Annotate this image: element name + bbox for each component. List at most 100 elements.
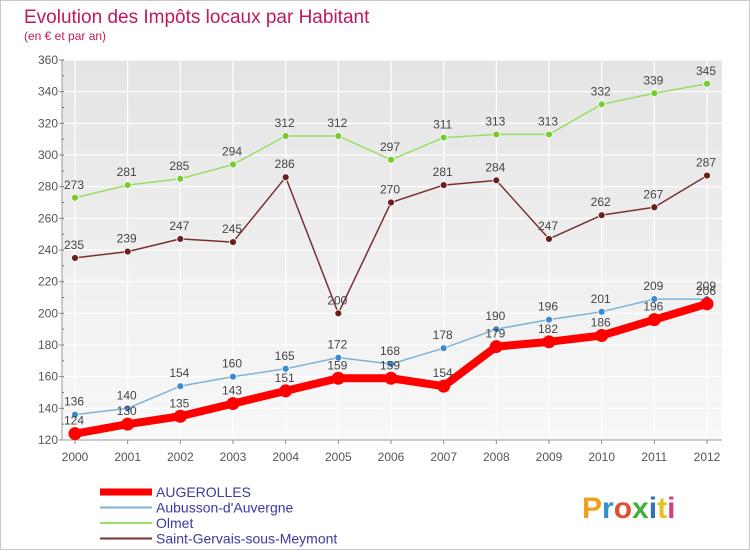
data-point [229,160,237,169]
data-point [439,133,448,142]
x-tick-label: 2006 [378,450,405,464]
data-point [281,132,290,140]
data-label: 130 [117,404,137,418]
legend-label: Olmet [156,515,193,531]
data-label: 179 [485,327,505,341]
data-label: 143 [222,384,242,398]
data-point [176,382,185,391]
data-label: 273 [64,178,84,192]
data-label: 200 [327,293,347,307]
y-tick-label: 120 [38,433,58,447]
data-point [71,410,79,419]
y-tick-label: 140 [38,401,58,415]
data-point [650,89,659,98]
data-point [173,409,187,423]
data-label: 209 [643,279,663,293]
data-point [176,235,185,243]
data-point [650,203,659,212]
data-point [545,130,553,139]
x-tick-label: 2010 [588,450,615,464]
data-label: 201 [591,292,611,306]
y-tick-label: 340 [38,85,58,99]
data-point [545,235,553,243]
chart-title: Evolution des Impôts locaux par Habitant [24,7,370,28]
data-point [226,397,240,411]
legend-item: Olmet [100,515,193,531]
data-point [489,340,503,354]
axes: 120 140 160 180 200 220 240 260 280 300 320 340 360 2… [38,53,722,464]
data-point [279,384,293,398]
series-3 [71,171,711,318]
data-label: 294 [222,145,242,159]
x-tick-label: 2012 [694,450,721,464]
data-point [542,335,556,349]
data-point [121,417,135,431]
x-tick-label: 2008 [483,450,510,464]
data-label: 196 [643,300,663,314]
data-label: 196 [538,300,558,314]
legend-label: Saint-Gervais-sous-Meymont [156,531,337,547]
data-label: 247 [538,219,558,233]
data-point [71,254,79,262]
data-label: 285 [169,159,189,173]
data-label: 247 [169,219,189,233]
data-point [703,171,711,180]
data-point [439,181,448,189]
data-point [334,132,343,140]
data-label: 339 [643,73,663,87]
data-label: 239 [117,232,137,246]
data-label: 345 [696,64,716,78]
data-label: 287 [696,156,716,170]
data-label: 281 [117,165,137,179]
data-point [700,297,714,311]
y-tick-label: 260 [38,211,58,225]
data-label: 312 [327,116,347,130]
data-label: 245 [222,222,242,236]
data-point [545,315,553,324]
data-label: 165 [275,349,295,363]
data-point [650,295,659,303]
data-point [123,404,132,413]
x-tick-label: 2004 [272,450,299,464]
legend-item: AUGEROLLES [100,484,251,500]
data-label: 235 [64,238,84,252]
series-layer [68,79,714,441]
data-label: 332 [591,84,611,98]
series-0 [68,297,714,441]
data-point [439,344,448,353]
data-point [331,371,345,385]
data-label: 159 [380,358,400,372]
data-point [492,130,501,139]
data-label: 209 [696,279,716,293]
data-label: 270 [380,183,400,197]
legend-label: AUGEROLLES [156,484,251,500]
y-tick-label: 240 [38,243,58,257]
data-label: 313 [538,114,558,128]
data-label: 135 [169,396,189,410]
data-point [384,371,398,385]
data-label: 206 [696,284,716,298]
data-label: 182 [538,322,558,336]
data-label: 297 [380,140,400,154]
data-label: 172 [327,338,347,352]
data-label: 159 [327,358,347,372]
data-labels: 124 130 135 143 151 159 159 154 179 182 186 196 206 1… [64,64,716,428]
data-point [229,238,237,246]
data-label: 124 [64,414,84,428]
y-tick-label: 160 [38,370,58,384]
x-tick-label: 2007 [430,450,457,464]
data-label: 186 [591,316,611,330]
data-point [123,181,132,189]
y-tick-label: 280 [38,180,58,194]
data-point [595,329,609,342]
data-point [123,247,132,256]
x-tick-label: 2009 [536,450,563,464]
chart-subtitle: (en € et par an) [24,29,106,43]
data-label: 160 [222,357,242,371]
data-label: 312 [275,116,295,130]
x-tick-label: 2001 [114,450,141,464]
x-tick-label: 2005 [325,450,352,464]
data-point [387,360,395,368]
y-tick-label: 220 [38,275,58,289]
